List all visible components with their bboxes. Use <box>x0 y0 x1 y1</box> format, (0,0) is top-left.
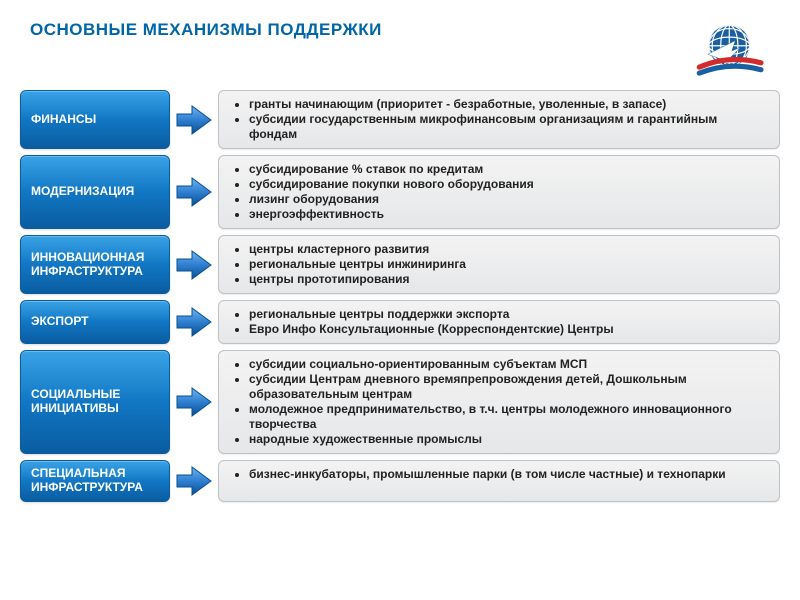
mechanism-row: ФИНАНСЫ гранты начинающим (приоритет - б… <box>20 90 780 149</box>
arrow-icon <box>170 155 218 229</box>
category-box: СПЕЦИАЛЬНАЯ ИНФРАСТРУКТУРА <box>20 460 170 502</box>
detail-item: народные художественные промыслы <box>249 432 767 447</box>
arrow-icon <box>170 300 218 344</box>
globe-plane-icon <box>680 20 770 80</box>
category-box: ЭКСПОРТ <box>20 300 170 344</box>
arrow-icon <box>170 235 218 294</box>
mechanism-row: СПЕЦИАЛЬНАЯ ИНФРАСТРУКТУРА бизнес-инкуба… <box>20 460 780 502</box>
detail-list: субсидии социально-ориентированным субъе… <box>249 357 767 447</box>
category-box: СОЦИАЛЬНЫЕ ИНИЦИАТИВЫ <box>20 350 170 454</box>
arrow-icon <box>170 90 218 149</box>
detail-item: субсидирование покупки нового оборудован… <box>249 177 767 192</box>
mechanism-row: СОЦИАЛЬНЫЕ ИНИЦИАТИВЫ субсидии социально… <box>20 350 780 454</box>
detail-item: субсидии государственным микрофинансовым… <box>249 112 767 142</box>
detail-list: гранты начинающим (приоритет - безработн… <box>249 97 767 142</box>
category-label: СПЕЦИАЛЬНАЯ ИНФРАСТРУКТУРА <box>31 467 159 495</box>
detail-list: центры кластерного развитиярегиональные … <box>249 242 767 287</box>
detail-box: субсидирование % ставок по кредитамсубси… <box>218 155 780 229</box>
mechanism-row: ЭКСПОРТ региональные центры поддержки эк… <box>20 300 780 344</box>
detail-item: гранты начинающим (приоритет - безработн… <box>249 97 767 112</box>
mechanism-row: МОДЕРНИЗАЦИЯ субсидирование % ставок по … <box>20 155 780 229</box>
mechanism-rows: ФИНАНСЫ гранты начинающим (приоритет - б… <box>0 90 800 502</box>
category-label: ЭКСПОРТ <box>31 315 89 329</box>
detail-box: центры кластерного развитиярегиональные … <box>218 235 780 294</box>
mechanism-row: ИННОВАЦИОННАЯ ИНФРАСТРУКТУРА центры клас… <box>20 235 780 294</box>
category-box: МОДЕРНИЗАЦИЯ <box>20 155 170 229</box>
detail-item: молодежное предпринимательство, в т.ч. ц… <box>249 402 767 432</box>
page-title: ОСНОВНЫЕ МЕХАНИЗМЫ ПОДДЕРЖКИ <box>30 20 382 40</box>
logo <box>680 20 770 80</box>
category-box: ИННОВАЦИОННАЯ ИНФРАСТРУКТУРА <box>20 235 170 294</box>
detail-item: Евро Инфо Консультационные (Корреспонден… <box>249 322 767 337</box>
detail-list: бизнес-инкубаторы, промышленные парки (в… <box>249 467 767 482</box>
detail-item: центры прототипирования <box>249 272 767 287</box>
detail-box: субсидии социально-ориентированным субъе… <box>218 350 780 454</box>
detail-box: гранты начинающим (приоритет - безработн… <box>218 90 780 149</box>
category-box: ФИНАНСЫ <box>20 90 170 149</box>
detail-item: лизинг оборудования <box>249 192 767 207</box>
detail-item: центры кластерного развития <box>249 242 767 257</box>
detail-item: субсидии социально-ориентированным субъе… <box>249 357 767 372</box>
category-label: ФИНАНСЫ <box>31 113 96 127</box>
detail-list: региональные центры поддержки экспортаЕв… <box>249 307 767 337</box>
category-label: ИННОВАЦИОННАЯ ИНФРАСТРУКТУРА <box>31 251 159 279</box>
arrow-icon <box>170 350 218 454</box>
detail-box: бизнес-инкубаторы, промышленные парки (в… <box>218 460 780 502</box>
detail-item: региональные центры поддержки экспорта <box>249 307 767 322</box>
detail-item: региональные центры инжиниринга <box>249 257 767 272</box>
detail-item: субсидирование % ставок по кредитам <box>249 162 767 177</box>
detail-item: субсидии Центрам дневного времяпрепровож… <box>249 372 767 402</box>
detail-box: региональные центры поддержки экспортаЕв… <box>218 300 780 344</box>
category-label: МОДЕРНИЗАЦИЯ <box>31 185 134 199</box>
category-label: СОЦИАЛЬНЫЕ ИНИЦИАТИВЫ <box>31 388 159 416</box>
arrow-icon <box>170 460 218 502</box>
detail-list: субсидирование % ставок по кредитамсубси… <box>249 162 767 222</box>
detail-item: энергоэффективность <box>249 207 767 222</box>
header: ОСНОВНЫЕ МЕХАНИЗМЫ ПОДДЕРЖКИ <box>0 0 800 90</box>
detail-item: бизнес-инкубаторы, промышленные парки (в… <box>249 467 767 482</box>
